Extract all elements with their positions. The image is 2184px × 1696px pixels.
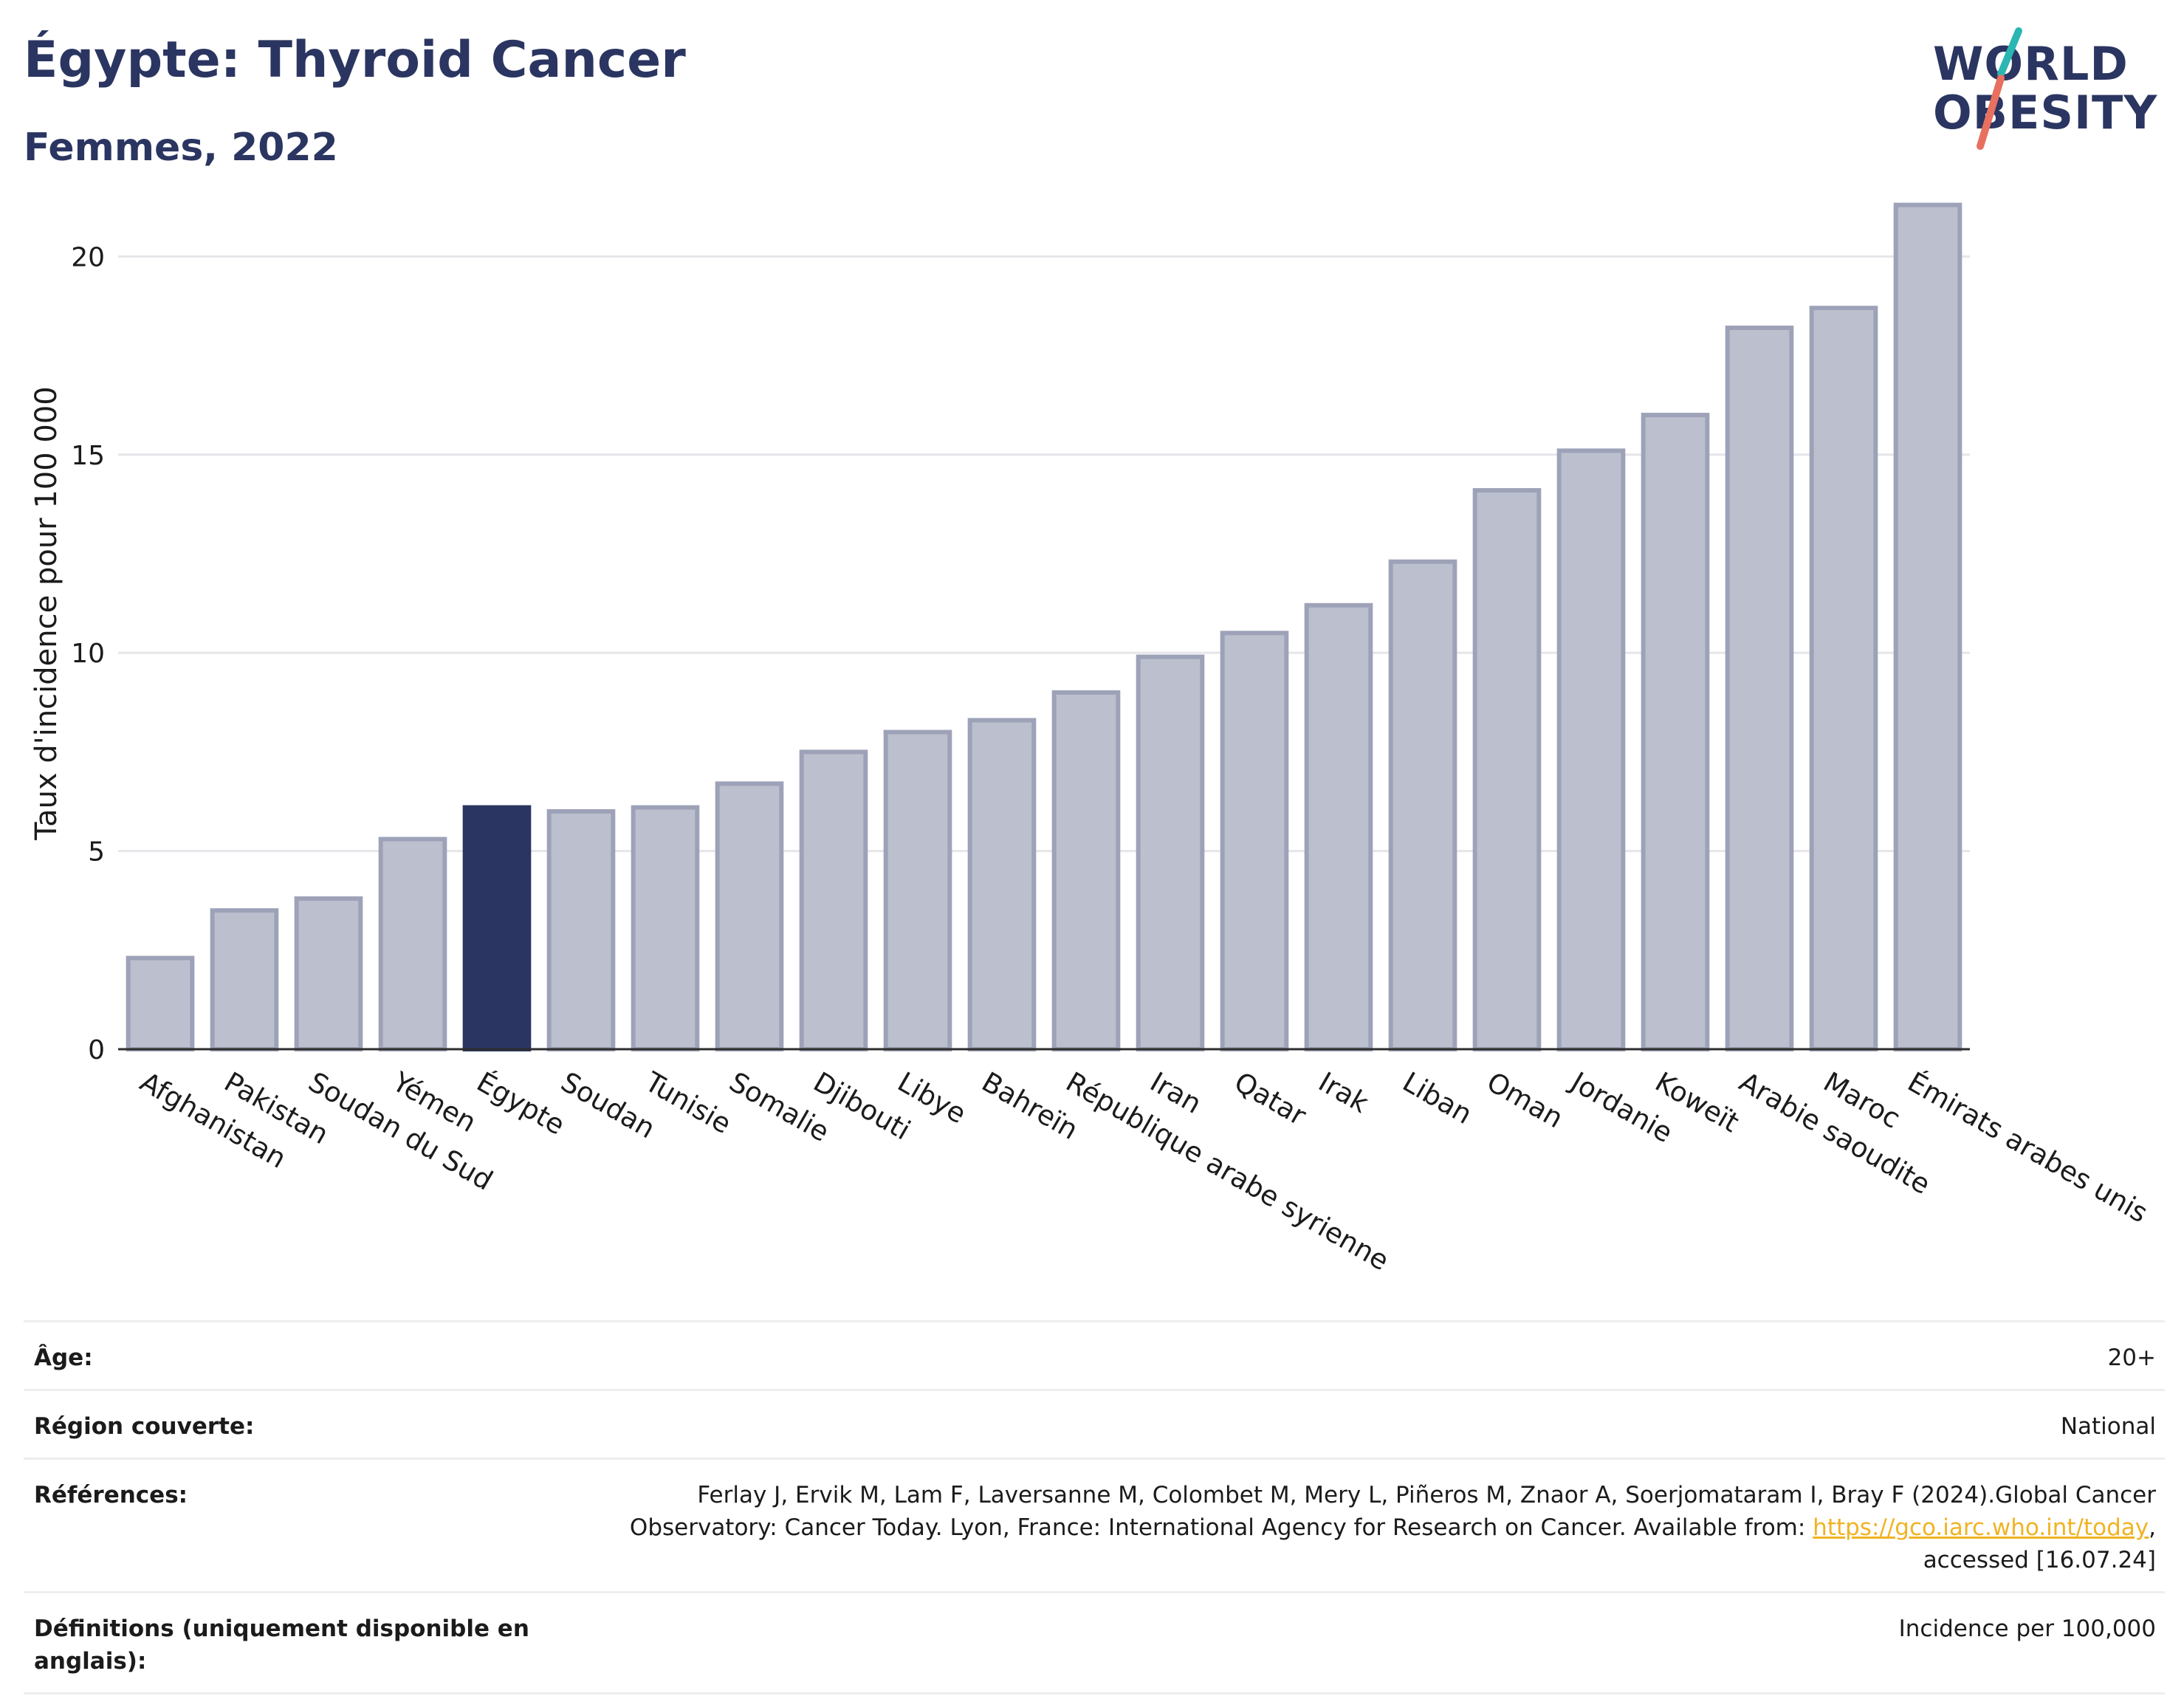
info-row-region: Région couverte: National xyxy=(24,1389,2165,1458)
age-value: 20+ xyxy=(2107,1345,2156,1371)
y-tick-label: 15 xyxy=(71,441,105,471)
bar-2 xyxy=(294,896,363,1051)
y-tick-label: 10 xyxy=(71,639,105,669)
bar-3 xyxy=(378,837,447,1052)
logo-line1: WORLD xyxy=(1933,37,2129,91)
bar-13 xyxy=(1220,631,1289,1051)
region-label: Région couverte: xyxy=(34,1413,255,1440)
bar-11 xyxy=(1051,690,1121,1051)
bar-1 xyxy=(210,908,279,1052)
info-row-age: Âge: 20+ xyxy=(24,1320,2165,1389)
bar-19 xyxy=(1725,325,1794,1051)
x-tick-label: Oman xyxy=(1482,1066,1569,1135)
x-tick-label: Égypte xyxy=(472,1065,571,1141)
world-obesity-logo: WORLD OBESITY xyxy=(1927,22,2171,155)
chart-subtitle: Femmes, 2022 xyxy=(24,126,338,170)
bar-17 xyxy=(1556,448,1626,1051)
bar-7 xyxy=(715,781,784,1052)
x-tick-label: Liban xyxy=(1398,1066,1478,1130)
references-value: Ferlay J, Ervik M, Lam F, Laversanne M, … xyxy=(605,1479,2156,1576)
bar-12 xyxy=(1136,654,1205,1051)
bar-16 xyxy=(1472,488,1542,1051)
y-tick-label: 0 xyxy=(88,1035,105,1065)
bar-5 xyxy=(546,808,616,1052)
logo-slash-icon xyxy=(1977,27,2022,150)
references-text-2: , accessed [16.07.24] xyxy=(1923,1514,2156,1573)
x-tick-label: Bahreïn xyxy=(977,1066,1084,1146)
y-tick-label: 20 xyxy=(71,242,105,272)
info-table: Âge: 20+ Région couverte: National Référ… xyxy=(24,1320,2165,1695)
bar-20 xyxy=(1809,306,1878,1051)
bars xyxy=(126,202,1962,1052)
bar-4 xyxy=(462,805,532,1051)
chart-title: Égypte: Thyroid Cancer xyxy=(24,31,686,89)
x-tick-label: Émirats arabes unis xyxy=(1903,1065,2154,1229)
bar-6 xyxy=(631,805,700,1051)
definitions-value: Incidence per 100,000 xyxy=(1898,1616,2156,1642)
logo-line2: OBESITY xyxy=(1933,86,2158,140)
x-tick-label: Qatar xyxy=(1229,1066,1312,1133)
age-label: Âge: xyxy=(34,1345,93,1371)
y-axis-label: Taux d'incidence pour 100 000 xyxy=(30,386,63,840)
region-value: National xyxy=(2060,1413,2156,1440)
references-text-1: Ferlay J, Ervik M, Lam F, Laversanne M, … xyxy=(629,1482,2156,1541)
references-link[interactable]: https://gco.iarc.who.int/today xyxy=(1813,1514,2149,1541)
y-tick-label: 5 xyxy=(88,837,105,868)
definitions-label: Définitions (uniquement disponible en an… xyxy=(34,1616,529,1675)
x-tick-label: Soudan xyxy=(556,1066,661,1145)
bar-9 xyxy=(883,729,952,1052)
bar-8 xyxy=(799,749,868,1051)
bar-15 xyxy=(1388,559,1457,1051)
bar-18 xyxy=(1641,413,1710,1052)
info-row-definitions: Définitions (uniquement disponible en an… xyxy=(24,1591,2165,1695)
bar-14 xyxy=(1304,602,1373,1051)
x-tick-label: Irak xyxy=(1314,1066,1375,1120)
info-row-references: Références: Ferlay J, Ervik M, Lam F, La… xyxy=(24,1458,2165,1591)
bar-0 xyxy=(126,955,195,1052)
bar-10 xyxy=(967,718,1037,1051)
references-label: Références: xyxy=(34,1482,188,1508)
bar-21 xyxy=(1893,202,1962,1052)
